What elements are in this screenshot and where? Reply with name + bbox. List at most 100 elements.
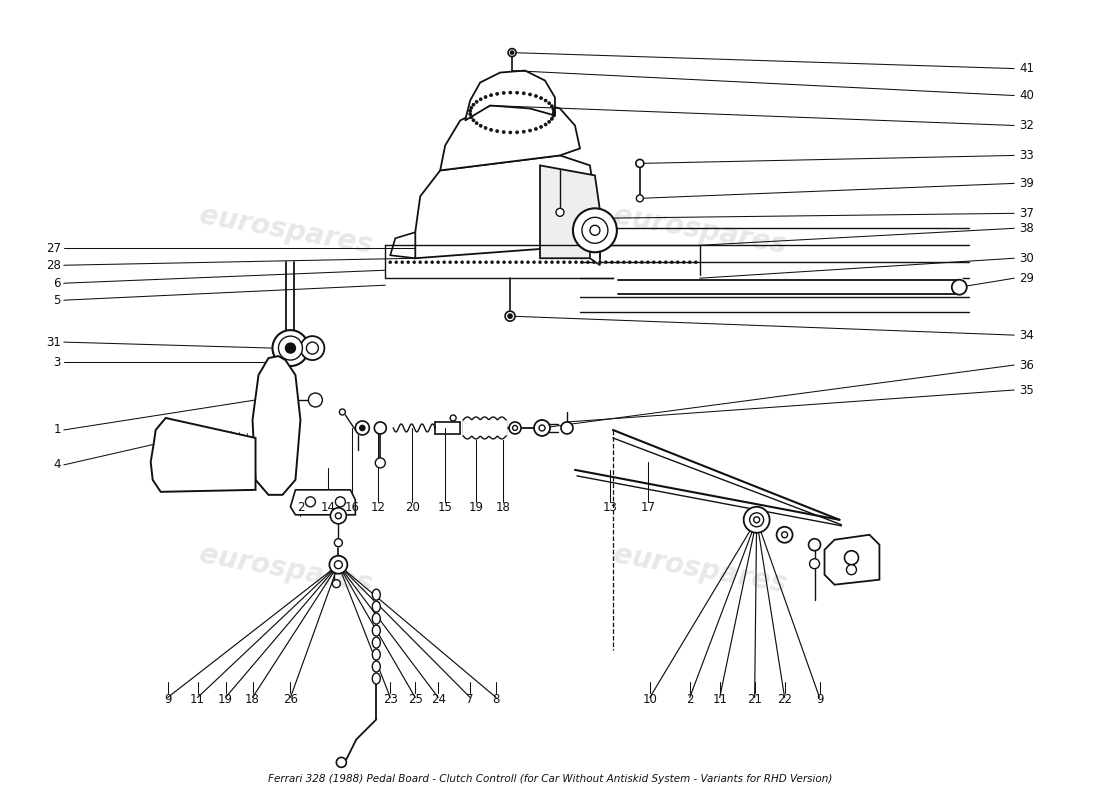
Text: eurospares: eurospares bbox=[610, 541, 789, 598]
Text: 3: 3 bbox=[54, 355, 60, 369]
Circle shape bbox=[454, 261, 458, 264]
Text: 41: 41 bbox=[1020, 62, 1034, 75]
Text: 40: 40 bbox=[1020, 89, 1034, 102]
Circle shape bbox=[355, 421, 370, 435]
Ellipse shape bbox=[372, 661, 381, 672]
Circle shape bbox=[535, 94, 538, 98]
Text: 10: 10 bbox=[642, 693, 658, 706]
Polygon shape bbox=[390, 232, 415, 258]
Circle shape bbox=[658, 261, 661, 264]
Circle shape bbox=[682, 261, 685, 264]
Text: 11: 11 bbox=[190, 693, 205, 706]
Circle shape bbox=[754, 517, 760, 522]
Circle shape bbox=[334, 561, 342, 569]
Text: Ferrari 328 (1988) Pedal Board - Clutch Controll (for Car Without Antiskid Syste: Ferrari 328 (1988) Pedal Board - Clutch … bbox=[267, 774, 833, 784]
Circle shape bbox=[469, 110, 472, 112]
Circle shape bbox=[581, 261, 583, 264]
Circle shape bbox=[508, 314, 513, 318]
Circle shape bbox=[952, 280, 967, 294]
Circle shape bbox=[561, 422, 573, 434]
Circle shape bbox=[616, 261, 619, 264]
Circle shape bbox=[652, 261, 656, 264]
Text: 15: 15 bbox=[438, 502, 452, 514]
Text: 1: 1 bbox=[54, 423, 60, 437]
Circle shape bbox=[744, 507, 770, 533]
Circle shape bbox=[528, 93, 531, 96]
Ellipse shape bbox=[372, 613, 381, 624]
Text: 25: 25 bbox=[408, 693, 422, 706]
Circle shape bbox=[491, 261, 494, 264]
Circle shape bbox=[623, 261, 626, 264]
Circle shape bbox=[520, 261, 524, 264]
Circle shape bbox=[508, 49, 516, 57]
Circle shape bbox=[336, 513, 341, 518]
Text: 2: 2 bbox=[297, 502, 305, 514]
Circle shape bbox=[845, 550, 858, 565]
Circle shape bbox=[628, 261, 631, 264]
Circle shape bbox=[647, 261, 649, 264]
Text: 23: 23 bbox=[383, 693, 398, 706]
Circle shape bbox=[535, 127, 538, 130]
Circle shape bbox=[475, 122, 478, 125]
Text: 17: 17 bbox=[640, 502, 656, 514]
Polygon shape bbox=[540, 166, 600, 258]
Circle shape bbox=[539, 261, 541, 264]
Ellipse shape bbox=[372, 637, 381, 648]
Circle shape bbox=[573, 208, 617, 252]
Ellipse shape bbox=[372, 673, 381, 684]
Circle shape bbox=[472, 119, 475, 122]
Circle shape bbox=[509, 91, 512, 94]
Circle shape bbox=[472, 103, 475, 106]
Polygon shape bbox=[825, 534, 879, 585]
Circle shape bbox=[513, 426, 518, 430]
Circle shape bbox=[676, 261, 680, 264]
Circle shape bbox=[552, 111, 556, 114]
Circle shape bbox=[360, 426, 365, 430]
Circle shape bbox=[516, 131, 518, 134]
Circle shape bbox=[407, 261, 409, 264]
Text: 7: 7 bbox=[466, 693, 474, 706]
Polygon shape bbox=[151, 418, 255, 492]
Circle shape bbox=[636, 159, 644, 167]
Circle shape bbox=[329, 556, 348, 574]
Text: 8: 8 bbox=[493, 693, 499, 706]
Circle shape bbox=[278, 336, 303, 360]
Circle shape bbox=[550, 105, 553, 108]
Ellipse shape bbox=[372, 601, 381, 612]
Circle shape bbox=[449, 261, 452, 264]
Circle shape bbox=[548, 120, 551, 123]
Text: 22: 22 bbox=[777, 693, 792, 706]
Circle shape bbox=[556, 208, 564, 216]
Circle shape bbox=[810, 558, 820, 569]
Text: 14: 14 bbox=[321, 502, 336, 514]
Circle shape bbox=[442, 261, 446, 264]
Circle shape bbox=[375, 458, 385, 468]
Circle shape bbox=[496, 92, 498, 95]
Circle shape bbox=[552, 108, 554, 110]
Circle shape bbox=[670, 261, 673, 264]
Circle shape bbox=[300, 336, 324, 360]
Circle shape bbox=[640, 261, 643, 264]
Circle shape bbox=[437, 261, 440, 264]
Circle shape bbox=[450, 415, 456, 421]
Text: eurospares: eurospares bbox=[197, 541, 374, 598]
Circle shape bbox=[337, 758, 346, 767]
Circle shape bbox=[470, 106, 473, 110]
Text: 29: 29 bbox=[1020, 272, 1034, 285]
Ellipse shape bbox=[372, 649, 381, 660]
Circle shape bbox=[419, 261, 421, 264]
Circle shape bbox=[480, 98, 482, 101]
Circle shape bbox=[306, 497, 316, 507]
Circle shape bbox=[412, 261, 416, 264]
Circle shape bbox=[490, 128, 493, 131]
Text: 13: 13 bbox=[603, 502, 617, 514]
Circle shape bbox=[496, 261, 499, 264]
Text: 18: 18 bbox=[245, 693, 260, 706]
Circle shape bbox=[330, 508, 346, 524]
Circle shape bbox=[534, 420, 550, 436]
Circle shape bbox=[473, 261, 475, 264]
Circle shape bbox=[569, 261, 572, 264]
Circle shape bbox=[484, 126, 487, 130]
Circle shape bbox=[508, 261, 512, 264]
Text: 19: 19 bbox=[469, 502, 484, 514]
